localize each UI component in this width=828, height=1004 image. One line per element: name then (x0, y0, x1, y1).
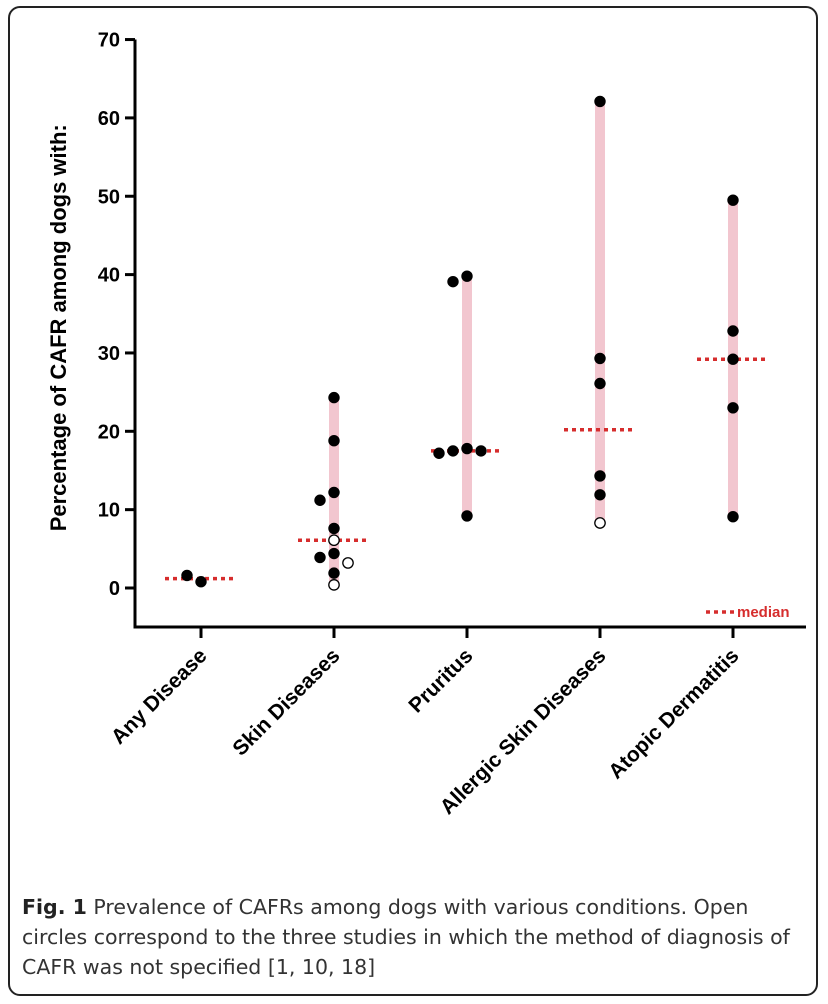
x-category-label: Any Disease (107, 644, 212, 749)
y-tick-label: 20 (98, 421, 120, 443)
y-tick-label: 60 (98, 108, 120, 130)
scatter-chart: 0 10 20 30 40 50 60 70 Percentage of CAFR among … (46, 30, 806, 819)
range-bar (595, 101, 605, 523)
data-point (461, 510, 473, 522)
data-point (727, 511, 739, 523)
data-point (314, 551, 326, 564)
data-point (594, 470, 606, 482)
x-category-label: Skin Diseases (228, 644, 344, 760)
figure-caption: Fig. 1 Prevalence of CAFRs among dogs wi… (22, 892, 802, 982)
legend-median-label: median (737, 604, 790, 621)
data-point (328, 567, 340, 579)
y-tick-label: 70 (98, 30, 120, 52)
data-point-open (594, 517, 606, 529)
data-point (328, 391, 340, 404)
data-point (328, 486, 340, 499)
x-category-label: Atopic Dermatitis (604, 644, 743, 783)
data-point (314, 494, 326, 506)
data-point (475, 445, 487, 457)
y-tick-label: 40 (98, 265, 120, 287)
data-point (594, 95, 606, 108)
data-point (328, 547, 340, 560)
data-point (328, 522, 340, 535)
data-point (181, 569, 193, 582)
data-point (461, 442, 473, 455)
data-point (447, 275, 459, 288)
data-point (433, 447, 445, 459)
range-bar (462, 276, 472, 516)
data-point-open (342, 557, 354, 569)
y-tick-label: 10 (98, 500, 120, 522)
y-tick-label: 30 (98, 343, 120, 365)
data-point (727, 353, 739, 365)
data-point (195, 576, 207, 588)
y-axis-title: Percentage of CAFR among dogs with: (46, 124, 71, 531)
caption-text: Prevalence of CAFRs among dogs with vari… (22, 895, 790, 979)
y-tick-label: 50 (98, 186, 120, 208)
data-point (727, 325, 739, 337)
data-point (447, 445, 459, 457)
data-point (727, 194, 739, 206)
data-point (727, 402, 739, 414)
data-point-open (328, 579, 340, 591)
data-point (594, 352, 606, 365)
data-point (328, 435, 340, 447)
figure-frame (8, 6, 818, 996)
data-point-open (328, 534, 340, 547)
y-tick-label: 0 (109, 578, 120, 600)
data-point (461, 270, 473, 282)
data-point (594, 377, 606, 390)
data-point (594, 489, 606, 501)
x-category-label: Pruritus (404, 644, 477, 717)
caption-label: Fig. 1 (22, 895, 87, 919)
